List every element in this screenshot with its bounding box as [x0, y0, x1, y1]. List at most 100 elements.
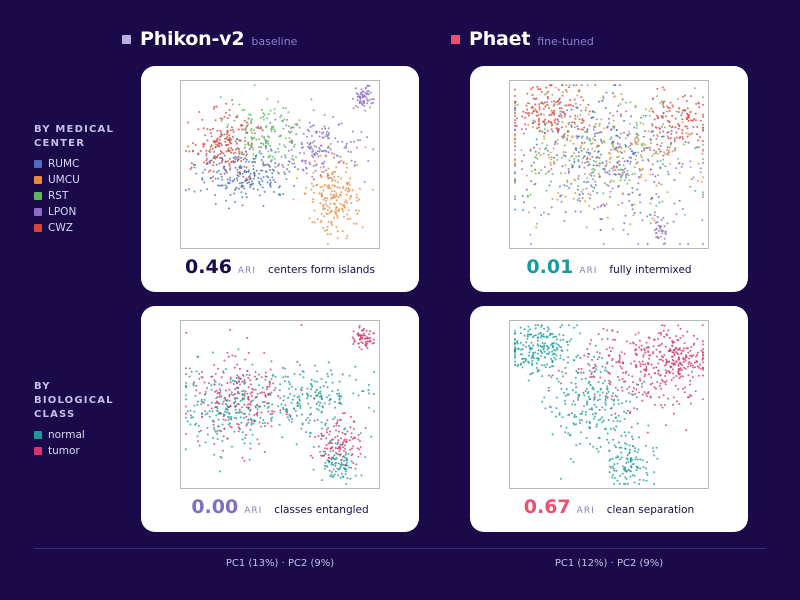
- scatter-point: [242, 389, 245, 392]
- legend-swatch-icon: [34, 431, 42, 439]
- scatter-point: [266, 402, 268, 405]
- scatter-point: [649, 222, 652, 225]
- scatter-point: [292, 126, 295, 129]
- scatter-point: [280, 155, 283, 158]
- scatter-point: [560, 349, 563, 352]
- scatter-point: [653, 482, 655, 485]
- scatter-point: [573, 423, 576, 426]
- scatter-point: [250, 400, 252, 403]
- scatter-point: [641, 399, 644, 402]
- scatter-point: [574, 376, 577, 379]
- scatter-point: [600, 153, 602, 156]
- scatter-point: [366, 99, 369, 102]
- scatter-point: [258, 172, 261, 175]
- finetuned-model-header: Phaet fine-tuned: [451, 28, 594, 50]
- scatter-point: [321, 185, 324, 188]
- scatter-point: [568, 170, 571, 173]
- scatter-point: [322, 165, 325, 168]
- scatter-point: [209, 132, 212, 135]
- scatter-point: [364, 337, 367, 340]
- scatter-point: [274, 151, 277, 153]
- scatter-point: [235, 412, 237, 415]
- scatter-point: [365, 342, 368, 345]
- scatter-point: [322, 203, 325, 206]
- scatter-point: [666, 146, 669, 149]
- scatter-point: [585, 187, 588, 190]
- scatter-point: [540, 325, 543, 328]
- scatter-point: [679, 242, 681, 245]
- scatter-point: [287, 111, 290, 114]
- scatter-point: [319, 390, 322, 393]
- scatter-point: [608, 173, 611, 176]
- scatter-point: [579, 103, 582, 106]
- scatter-point: [223, 133, 226, 136]
- scatter-point: [601, 162, 604, 164]
- scatter-point: [228, 162, 231, 165]
- scatter-point: [321, 132, 323, 135]
- scatter-point: [324, 203, 327, 206]
- scatter-point: [528, 344, 530, 347]
- scatter-point: [237, 148, 240, 151]
- scatter-point: [527, 330, 530, 333]
- scatter-point: [308, 419, 311, 422]
- scatter-point: [569, 99, 572, 102]
- scatter-point: [644, 143, 647, 146]
- scatter-point: [696, 354, 698, 356]
- scatter-point: [514, 122, 516, 124]
- scatter-point: [546, 104, 549, 107]
- plot-frame: [180, 80, 380, 249]
- scatter-point: [605, 162, 608, 165]
- scatter-point: [283, 171, 285, 174]
- scatter-point: [609, 465, 611, 468]
- scatter-point: [696, 365, 699, 368]
- scatter-point: [336, 140, 339, 143]
- scatter-point: [587, 161, 590, 163]
- scatter-point: [288, 387, 290, 390]
- scatter-point: [550, 163, 552, 166]
- scatter-point: [267, 410, 270, 413]
- scatter-point: [320, 396, 323, 399]
- scatter-point: [345, 462, 348, 464]
- scatter-point: [250, 184, 253, 187]
- scatter-point: [599, 229, 602, 231]
- scatter-point: [311, 124, 314, 127]
- scatter-point: [617, 169, 620, 171]
- scatter-point: [274, 375, 277, 378]
- scatter-point: [564, 394, 567, 397]
- scatter-point: [358, 440, 361, 443]
- scatter-point: [514, 179, 516, 182]
- scatter-point: [240, 184, 243, 187]
- scatter-point: [269, 169, 272, 171]
- scatter-point: [290, 130, 293, 133]
- scatter-point: [619, 113, 622, 116]
- scatter-point: [602, 327, 605, 330]
- scatter-point: [608, 471, 611, 474]
- scatter-point: [608, 459, 611, 462]
- scatter-point: [674, 126, 677, 129]
- scatter-point: [190, 166, 193, 169]
- scatter-point: [331, 373, 334, 376]
- scatter-point: [695, 102, 698, 105]
- scatter-point: [661, 230, 664, 233]
- scatter-point: [283, 395, 286, 398]
- scatter-point: [551, 173, 554, 176]
- scatter-point: [193, 166, 196, 169]
- scatter-point: [350, 454, 353, 457]
- scatter-point: [636, 408, 639, 411]
- scatter-point: [624, 434, 627, 437]
- scatter-point: [540, 102, 543, 105]
- scatter-point: [702, 348, 704, 350]
- scatter-point: [358, 326, 361, 329]
- scatter-point: [627, 146, 630, 148]
- scatter-point: [364, 334, 366, 337]
- scatter-point: [342, 187, 345, 190]
- scatter-point: [656, 152, 659, 155]
- scatter-point: [220, 184, 223, 187]
- scatter-point: [666, 135, 669, 138]
- scatter-point: [349, 195, 352, 197]
- scatter-point: [662, 135, 665, 138]
- scatter-point: [216, 407, 219, 410]
- scatter-point: [568, 413, 571, 416]
- scatter-point: [597, 151, 600, 153]
- scatter-point: [631, 435, 633, 438]
